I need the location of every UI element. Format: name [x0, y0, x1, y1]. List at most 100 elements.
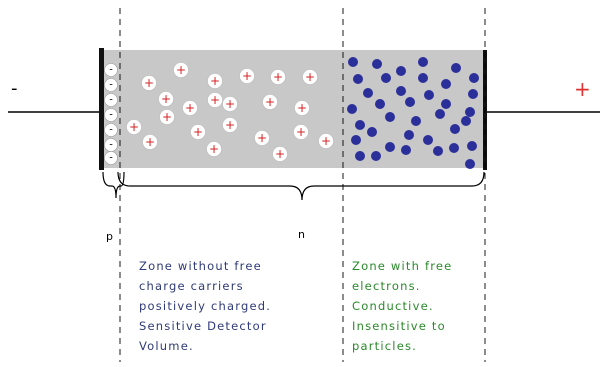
semiconductor-block — [101, 50, 486, 168]
free-electron — [465, 159, 475, 169]
free-electron — [375, 99, 385, 109]
ion-plus-sign: + — [161, 92, 171, 106]
free-electron — [418, 73, 428, 83]
positive-ion — [222, 96, 238, 112]
free-electron — [469, 73, 479, 83]
p-bracket — [102, 171, 125, 199]
ion-plus-sign: + — [129, 120, 139, 134]
electron-minus-sign: - — [109, 80, 113, 91]
positive-ion — [272, 146, 288, 162]
conductive-zone-description: Zone with free electrons. Conductive. In… — [352, 256, 452, 356]
positive-ion — [207, 73, 223, 89]
positive-ion — [207, 92, 223, 108]
free-electron — [423, 135, 433, 145]
depleted-zone-description: Zone without free charge carriers positi… — [139, 256, 271, 356]
positive-ion — [206, 141, 222, 157]
free-electron — [385, 142, 395, 152]
p-region-label: p — [106, 230, 113, 243]
depleted-line-1: Zone without free — [139, 259, 262, 273]
conductive-line-3: Conductive. — [352, 299, 434, 313]
ion-plus-sign: + — [273, 70, 283, 84]
ion-plus-sign: + — [296, 125, 306, 139]
positive-ion — [222, 117, 238, 133]
ion-plus-sign: + — [176, 63, 186, 77]
ion-plus-sign: + — [305, 70, 315, 84]
positive-ion — [173, 62, 189, 78]
positive-ion — [254, 130, 270, 146]
positive-ion — [294, 100, 310, 116]
ion-plus-sign: + — [193, 125, 203, 139]
free-electron — [355, 151, 365, 161]
ion-plus-sign: + — [321, 134, 331, 148]
p-electron — [104, 151, 118, 165]
free-electron — [435, 109, 445, 119]
positive-ion — [262, 94, 278, 110]
ion-plus-sign: + — [242, 69, 252, 83]
ion-plus-sign: + — [210, 74, 220, 88]
positive-ion — [318, 133, 334, 149]
positive-ion — [270, 69, 286, 85]
electron-minus-sign: - — [109, 95, 113, 106]
positive-ion — [182, 100, 198, 116]
n-bracket — [117, 171, 485, 201]
free-electron — [465, 107, 475, 117]
free-electron — [401, 145, 411, 155]
ion-plus-sign: + — [297, 101, 307, 115]
ion-plus-sign: + — [162, 110, 172, 124]
conductive-line-2: electrons. — [352, 279, 421, 293]
conductive-line-1: Zone with free — [352, 259, 453, 273]
positive-ion — [158, 91, 174, 107]
p-electron — [104, 63, 118, 77]
conductive-line-4: Insensitive to — [352, 319, 446, 333]
p-electron — [104, 123, 118, 137]
depleted-line-3: positively charged. — [139, 299, 272, 313]
free-electron — [381, 73, 391, 83]
positive-ion — [293, 124, 309, 140]
free-electron — [385, 112, 395, 122]
free-electron — [348, 57, 358, 67]
conductive-line-5: particles. — [352, 339, 418, 353]
depleted-line-2: charge carriers — [139, 279, 244, 293]
minus-terminal: - — [11, 78, 18, 99]
free-electron — [355, 120, 365, 130]
electron-minus-sign: - — [109, 65, 113, 76]
free-electron — [411, 116, 421, 126]
n-region-label: n — [298, 228, 305, 241]
ion-plus-sign: + — [225, 118, 235, 132]
ion-plus-sign: + — [144, 76, 154, 90]
ion-plus-sign: + — [225, 97, 235, 111]
depleted-line-5: Volume. — [139, 339, 194, 353]
free-electron — [467, 141, 477, 151]
free-electron — [424, 90, 434, 100]
electron-minus-sign: - — [109, 153, 113, 164]
ion-plus-sign: + — [185, 101, 195, 115]
free-electron — [451, 63, 461, 73]
free-electron — [441, 79, 451, 89]
free-electrons — [347, 57, 479, 169]
positive-ion — [142, 134, 158, 150]
ion-plus-sign: + — [275, 147, 285, 161]
left-contact — [99, 48, 104, 170]
free-electron — [468, 89, 478, 99]
depleted-line-4: Sensitive Detector — [139, 319, 267, 333]
electron-minus-sign: - — [109, 125, 113, 136]
free-electron — [405, 97, 415, 107]
free-electron — [372, 59, 382, 69]
ion-plus-sign: + — [210, 93, 220, 107]
ion-plus-sign: + — [265, 95, 275, 109]
positive-ions: + + + + + + + + + + + + + + + + + + + + + + — [126, 62, 334, 162]
free-electron — [363, 88, 373, 98]
positive-ion — [141, 75, 157, 91]
free-electron — [404, 130, 414, 140]
p-electron — [104, 93, 118, 107]
free-electron — [351, 135, 361, 145]
free-electron — [449, 143, 459, 153]
free-electron — [418, 57, 428, 67]
free-electron — [433, 146, 443, 156]
free-electron — [353, 74, 363, 84]
ion-plus-sign: + — [145, 135, 155, 149]
positive-ion — [239, 68, 255, 84]
free-electron — [371, 151, 381, 161]
p-electron — [104, 78, 118, 92]
